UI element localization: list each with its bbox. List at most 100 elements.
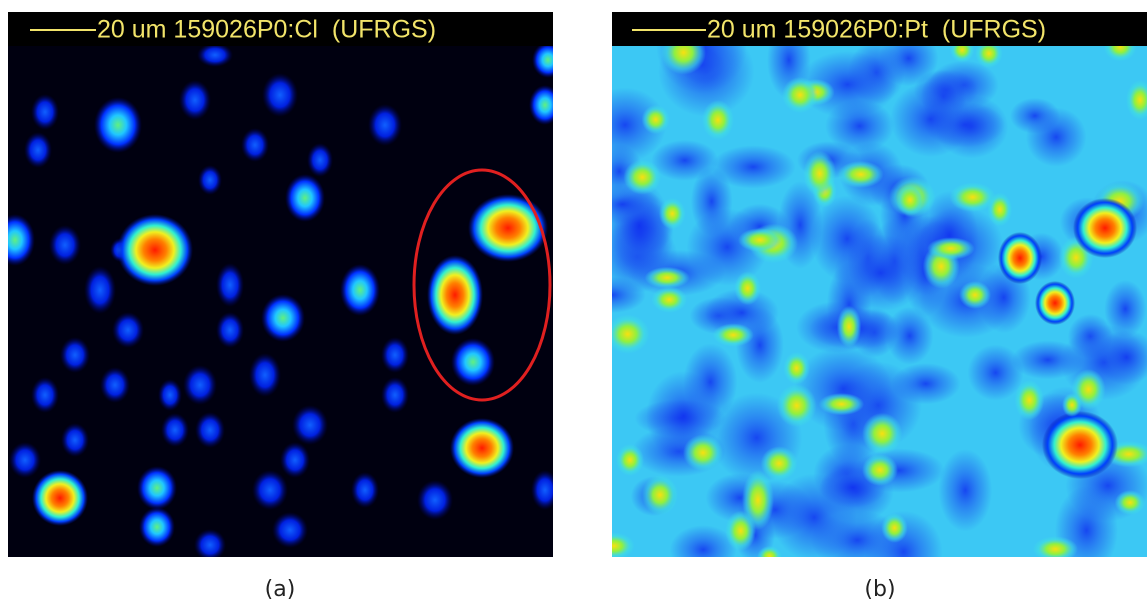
intensity-spot xyxy=(252,470,288,510)
intensity-spot xyxy=(427,255,483,335)
intensity-spot xyxy=(702,100,734,140)
intensity-spot xyxy=(31,94,59,130)
intensity-spot xyxy=(1126,80,1147,120)
intensity-spot xyxy=(1103,46,1137,62)
intensity-spot xyxy=(1025,107,1087,167)
intensity-spot xyxy=(704,288,779,337)
intensity-spot xyxy=(112,312,144,348)
intensity-spot xyxy=(757,545,782,557)
intensity-spot xyxy=(938,449,993,532)
intensity-spot xyxy=(117,214,193,286)
intensity-spot xyxy=(825,99,895,153)
intensity-spot xyxy=(896,184,924,216)
intensity-spot xyxy=(1062,393,1082,417)
intensity-spot xyxy=(351,472,379,508)
intensity-spot xyxy=(690,166,733,237)
intensity-spot xyxy=(862,412,903,455)
intensity-spot xyxy=(451,338,495,386)
intensity-spot xyxy=(179,80,211,120)
intensity-spot xyxy=(949,182,996,212)
intensity-spot xyxy=(818,392,865,416)
intensity-spot xyxy=(241,128,269,162)
panel-header: 20 um 159026P0:Cl (UFRGS) xyxy=(97,16,436,44)
intensity-spot xyxy=(651,139,719,181)
intensity-spot xyxy=(1011,340,1084,380)
intensity-spot xyxy=(959,281,991,309)
intensity-spot xyxy=(307,143,333,177)
intensity-spot xyxy=(139,507,175,547)
panel-b: 20 um 159026P0:Pt (UFRGS) (b) xyxy=(612,12,1147,602)
intensity-spot xyxy=(776,384,817,428)
intensity-spot xyxy=(742,470,774,530)
intensity-spot xyxy=(1096,329,1147,385)
intensity-spot xyxy=(292,405,328,445)
intensity-spot xyxy=(881,512,908,543)
intensity-spot xyxy=(734,271,761,306)
intensity-spot xyxy=(612,314,650,354)
intensity-spot xyxy=(760,446,798,481)
intensity-spot xyxy=(834,234,928,312)
intensity-spot xyxy=(998,232,1042,284)
intensity-spot xyxy=(216,312,244,348)
intensity-spot xyxy=(197,46,233,67)
intensity-spot xyxy=(682,434,723,472)
intensity-spot xyxy=(381,377,409,413)
intensity-spot xyxy=(651,286,688,313)
intensity-spot xyxy=(669,525,737,557)
intensity-spot xyxy=(158,379,182,411)
intensity-spot xyxy=(195,412,225,448)
intensity-spot xyxy=(1042,411,1118,479)
intensity-spot xyxy=(272,512,308,548)
intensity-spot xyxy=(417,480,453,520)
intensity-spot xyxy=(194,529,226,557)
intensity-spot xyxy=(285,174,325,222)
intensity-spot xyxy=(975,46,1003,69)
intensity-spot xyxy=(161,413,189,447)
panel-caption: (b) xyxy=(864,577,895,602)
intensity-spot xyxy=(837,160,884,189)
intensity-spot xyxy=(803,150,837,197)
intensity-spot xyxy=(468,194,548,262)
intensity-spot xyxy=(885,306,934,365)
intensity-spot xyxy=(249,353,281,397)
intensity-spot xyxy=(450,418,514,478)
map-image xyxy=(8,46,553,557)
intensity-spot xyxy=(1114,490,1146,516)
panel-caption: (a) xyxy=(265,577,296,602)
intensity-spot xyxy=(1104,279,1147,338)
intensity-spot xyxy=(9,442,41,478)
intensity-spot xyxy=(61,423,89,457)
intensity-spot xyxy=(967,344,1024,401)
intensity-spot xyxy=(710,145,796,189)
intensity-spot xyxy=(84,266,116,314)
intensity-spot xyxy=(612,532,635,557)
intensity-spot xyxy=(782,77,818,113)
map-image xyxy=(612,46,1147,557)
intensity-spot xyxy=(1014,379,1045,421)
intensity-spot xyxy=(890,81,972,158)
intensity-spot xyxy=(712,323,754,347)
intensity-spot xyxy=(198,165,222,195)
highlight-ellipse xyxy=(412,168,552,402)
intensity-spot xyxy=(368,104,402,146)
intensity-spot xyxy=(280,442,310,478)
intensity-spot xyxy=(100,367,130,403)
intensity-spot xyxy=(623,159,662,195)
panel-a: 20 um 159026P0:Cl (UFRGS) (a) xyxy=(8,12,553,602)
intensity-spot xyxy=(642,475,678,515)
intensity-spot xyxy=(49,225,81,265)
intensity-spot xyxy=(612,276,646,314)
intensity-spot xyxy=(644,266,690,289)
intensity-spot xyxy=(1035,281,1075,325)
intensity-spot xyxy=(32,470,88,526)
intensity-spot xyxy=(616,444,644,476)
intensity-spot xyxy=(381,337,409,373)
intensity-spot xyxy=(183,365,217,405)
intensity-spot xyxy=(738,228,782,252)
intensity-spot xyxy=(94,97,142,153)
intensity-spot xyxy=(794,346,893,432)
intensity-spot xyxy=(529,85,553,125)
intensity-spot xyxy=(783,351,810,385)
